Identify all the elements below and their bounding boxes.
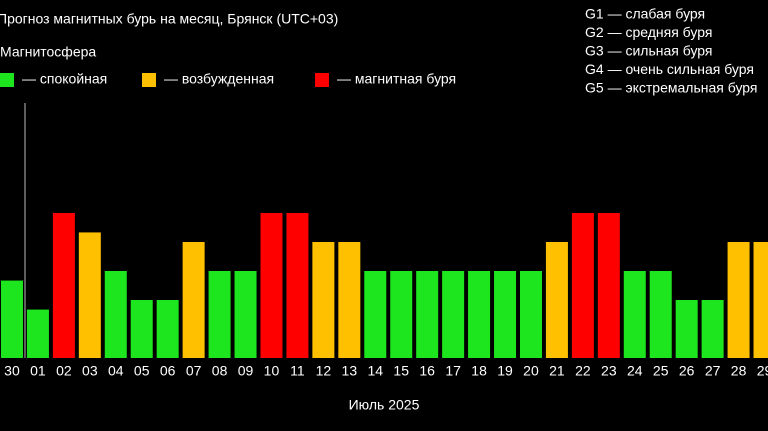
x-tick-label: 03: [82, 363, 98, 379]
g-scale-note: G2 — средняя буря: [585, 24, 712, 40]
x-tick-label: 06: [160, 363, 176, 379]
legend-label: — спокойная: [22, 71, 107, 87]
bar: [156, 300, 179, 358]
bar: [519, 271, 542, 358]
bar: [545, 242, 568, 358]
legend-swatch: [142, 73, 156, 87]
x-tick-label: 11: [290, 363, 305, 379]
bar: [416, 271, 439, 358]
x-tick-label: 12: [316, 363, 332, 379]
bar: [364, 271, 387, 358]
bar: [0, 280, 23, 358]
x-axis-label: Июль 2025: [349, 397, 420, 413]
legend-title: Магнитосфера: [0, 44, 96, 60]
bar: [494, 271, 517, 358]
x-tick-label: 01: [30, 363, 46, 379]
bar: [649, 271, 672, 358]
legend-label: — возбужденная: [164, 71, 274, 87]
x-tick-label: 30: [4, 363, 20, 379]
legend-swatch: [315, 73, 329, 87]
x-tick-label: 28: [731, 363, 747, 379]
x-tick-label: 10: [264, 363, 280, 379]
bar: [52, 213, 75, 358]
x-tick-label: 18: [471, 363, 487, 379]
g-scale-note: G1 — слабая буря: [585, 6, 705, 22]
x-tick-label: 26: [679, 363, 695, 379]
x-tick-label: 23: [601, 363, 617, 379]
x-tick-label: 21: [549, 363, 565, 379]
bar: [390, 271, 413, 358]
bar: [727, 242, 750, 358]
x-tick-label: 07: [186, 363, 202, 379]
x-tick-label: 08: [212, 363, 228, 379]
legend-label: — магнитная буря: [337, 71, 456, 87]
bar: [286, 213, 309, 358]
x-tick-label: 13: [342, 363, 358, 379]
bar: [130, 300, 153, 358]
bar: [468, 271, 491, 358]
bar: [78, 232, 101, 358]
bar: [623, 271, 646, 358]
g-scale-note: G5 — экстремальная буря: [585, 80, 758, 96]
x-tick-label: 16: [419, 363, 435, 379]
bar: [338, 242, 361, 358]
x-tick-label: 20: [523, 363, 539, 379]
g-scale-note: G4 — очень сильная буря: [585, 61, 754, 77]
x-tick-label: 17: [445, 363, 461, 379]
bar: [571, 213, 594, 358]
x-tick-label: 25: [653, 363, 669, 379]
x-tick-label: 29: [757, 363, 768, 379]
bar: [182, 242, 205, 358]
bar: [597, 213, 620, 358]
x-tick-label: 24: [627, 363, 643, 379]
bar: [312, 242, 335, 358]
x-tick-label: 02: [56, 363, 72, 379]
bar: [26, 309, 49, 358]
g-scale-note: G3 — сильная буря: [585, 43, 713, 59]
x-tick-label: 27: [705, 363, 721, 379]
chart-title: Прогноз магнитных бурь на месяц, Брянск …: [0, 11, 338, 27]
legend-swatch: [0, 73, 14, 87]
x-tick-label: 05: [134, 363, 150, 379]
bar: [701, 300, 724, 358]
x-tick-label: 15: [393, 363, 409, 379]
bar: [675, 300, 698, 358]
x-tick-label: 09: [238, 363, 254, 379]
bar: [442, 271, 465, 358]
x-tick-label: 22: [575, 363, 591, 379]
bar: [753, 242, 768, 358]
x-tick-label: 19: [497, 363, 513, 379]
bar: [208, 271, 231, 358]
bar: [104, 271, 127, 358]
bar: [234, 271, 257, 358]
x-tick-label: 14: [367, 363, 383, 379]
x-tick-label: 04: [108, 363, 124, 379]
bar: [260, 213, 283, 358]
